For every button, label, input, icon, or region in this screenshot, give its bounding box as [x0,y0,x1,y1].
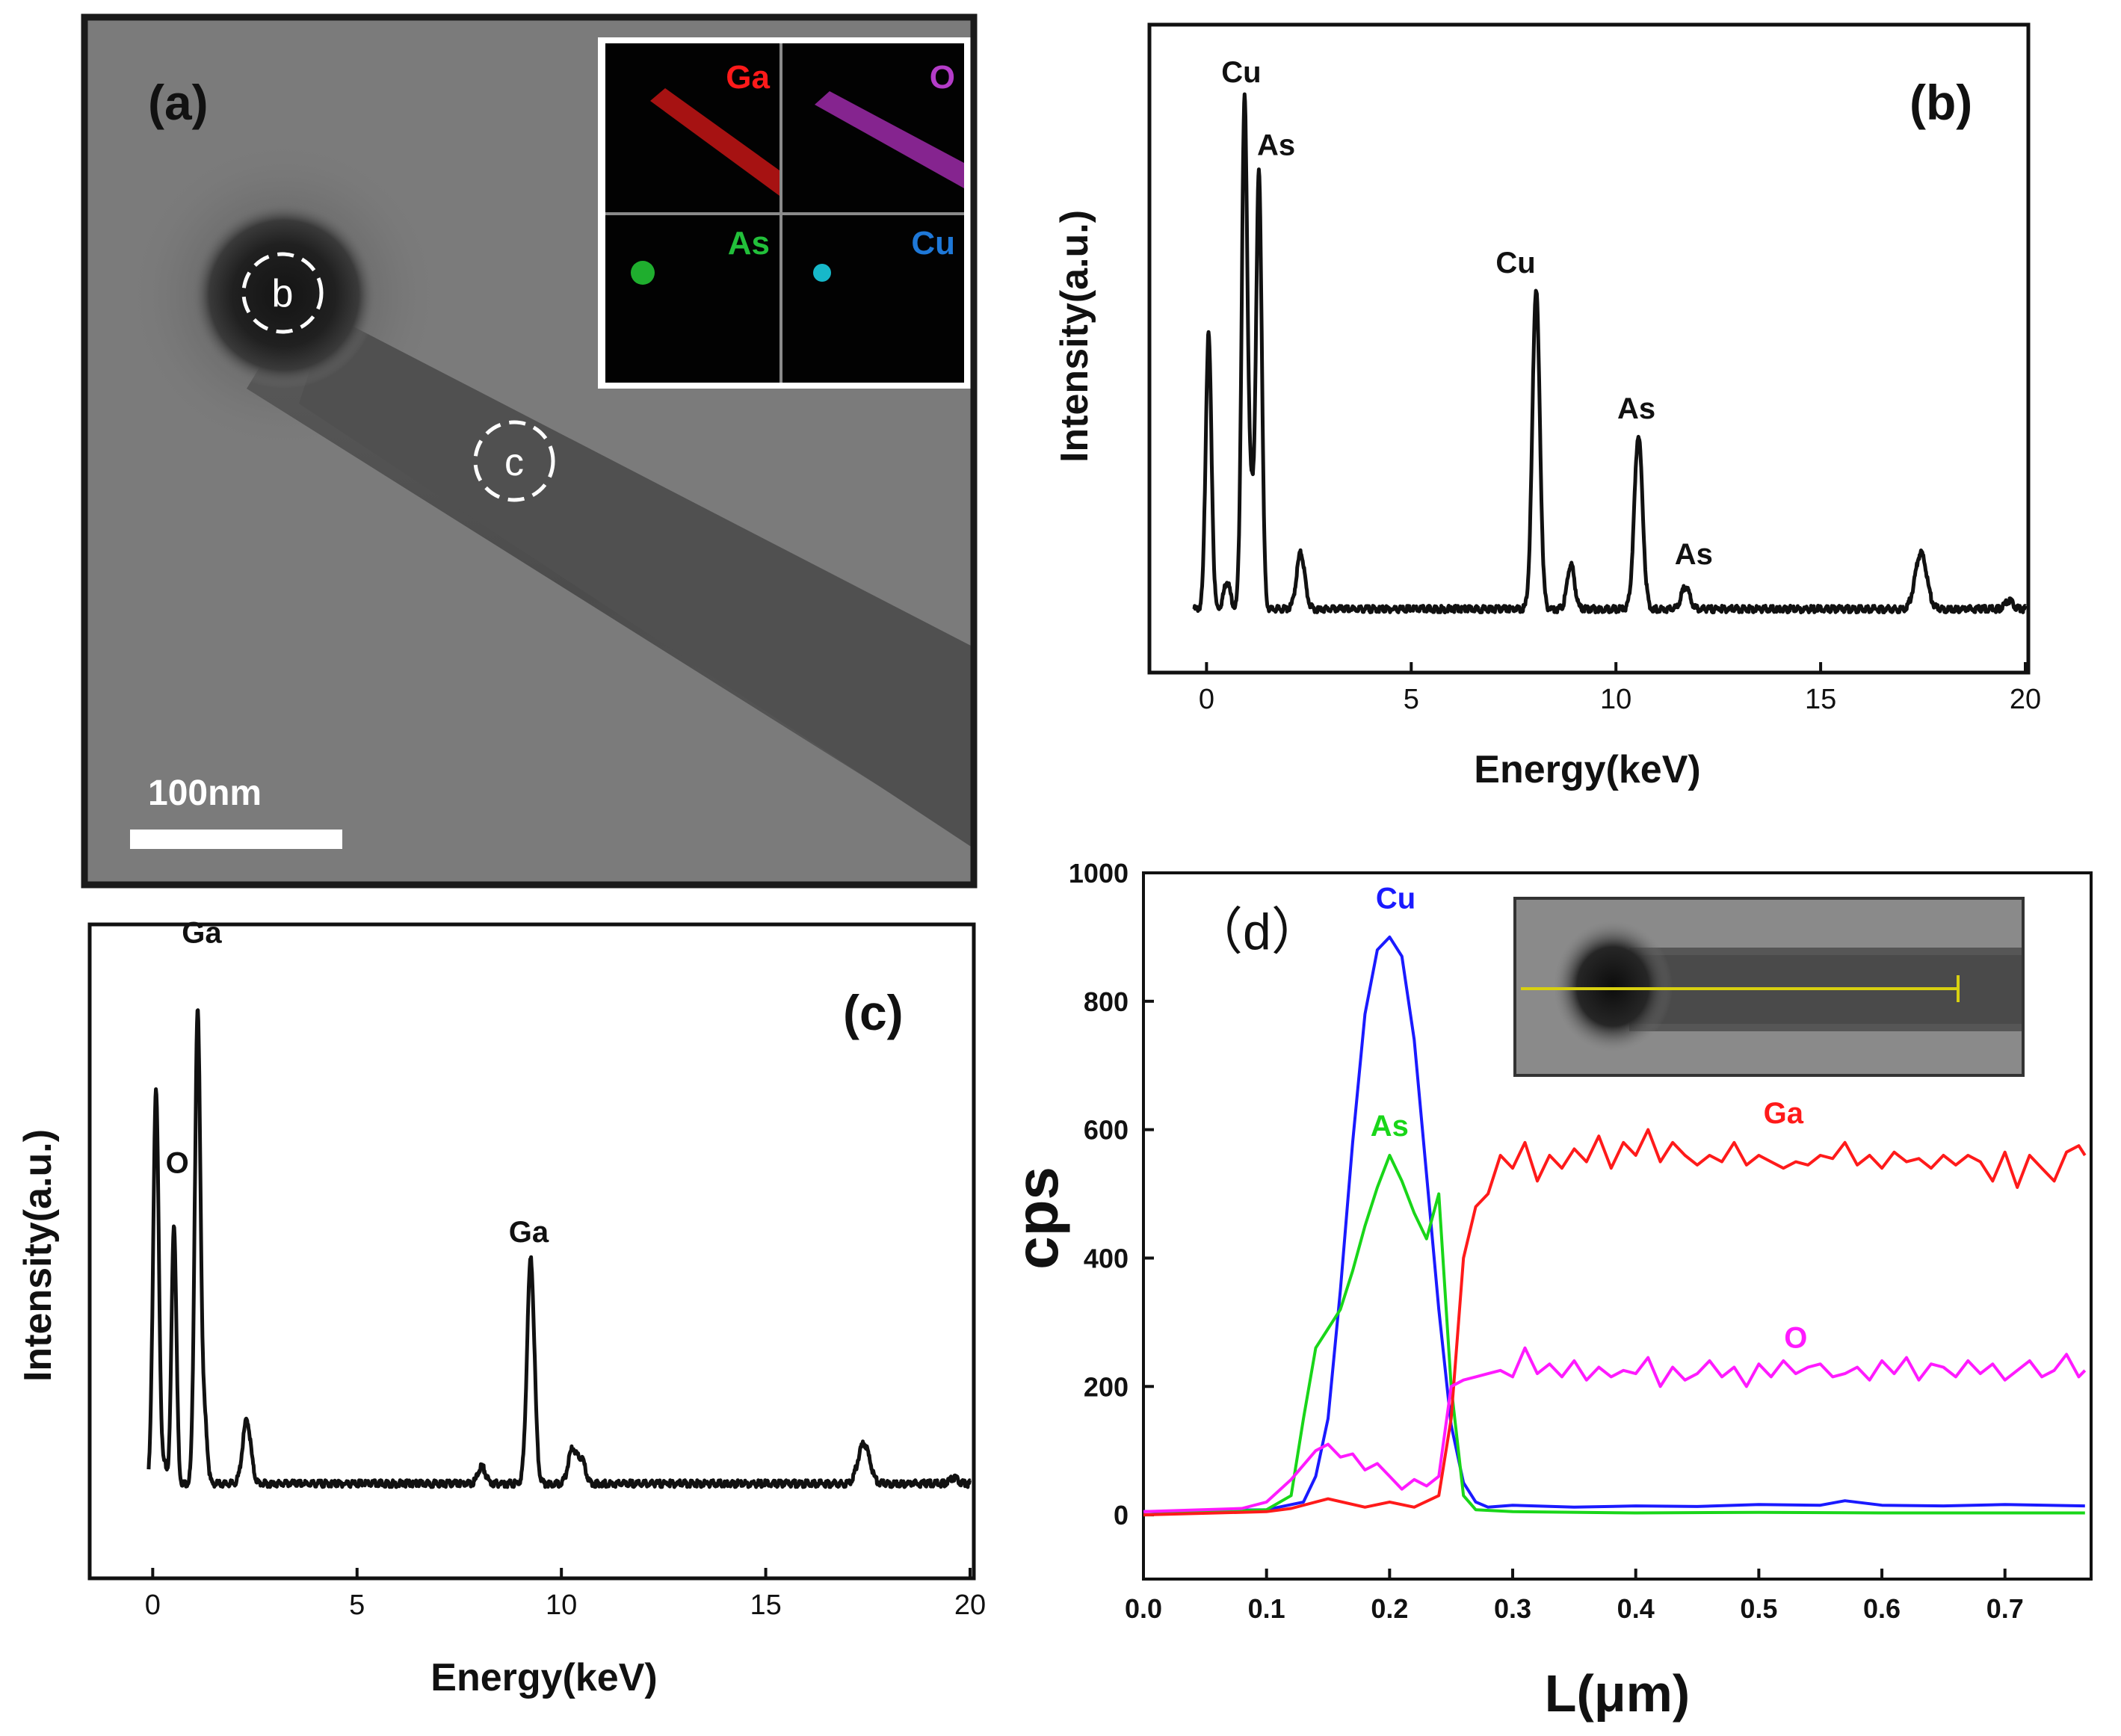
map-label-as: As [728,225,770,262]
map-label-ga: Ga [726,59,770,96]
linescan-inset [1513,897,2025,1077]
x-tick-label: 5 [1404,684,1419,715]
peak-label: O [166,1147,189,1180]
chart-b-frame [1147,22,2031,675]
nanowire [127,138,974,849]
chart-d-xlabel: L(μm) [1545,1664,1690,1723]
chart-d-panel-label: （d） [1192,903,1322,960]
x-tick-label: 0 [145,1590,161,1621]
series-label: As [1371,1110,1409,1143]
x-tick-label: 0.6 [1863,1593,1901,1624]
chart-c-xlabel: Energy(keV) [430,1656,657,1699]
peak-label: Cu [1221,56,1261,89]
x-tick-label: 0.7 [1986,1593,2024,1624]
series-line-ga [1143,1128,2087,1517]
x-tick-label: 0.3 [1494,1593,1531,1624]
chart-b-xlabel: Energy(keV) [1474,748,1700,791]
as-map-spot [631,261,655,285]
y-tick-label: 200 [1084,1371,1129,1402]
peak-label: As [1617,392,1655,425]
series-line-as [1143,1154,2085,1517]
x-tick-label: 0.4 [1617,1593,1655,1624]
peak-label: Ga [509,1216,549,1249]
peak-label: As [1675,538,1713,571]
x-tick-label: 20 [954,1590,986,1621]
chart-b-ylabel: Intensity(a.u.) [1053,210,1096,463]
chart-d-ylabel: cps [1004,1167,1070,1270]
map-as [605,215,779,383]
chart-b: 0 5 10 15 20 Cu As Cu As As (b) Energy(keV) Inten… [1053,22,2041,791]
panel-a: b c (a) 100nm Ga O As Cu [81,13,978,889]
cu-map-spot [813,264,831,282]
y-tick-label: 400 [1084,1243,1129,1273]
chart-c-marks: 0 5 10 15 20 Ga O Ga [145,917,986,1622]
spectrum-line [1192,92,2027,614]
series-line-o [1143,1346,2087,1513]
map-label-o: O [930,59,955,96]
y-tick-label: 1000 [1069,858,1129,889]
chart-c-ylabel: Intensity(a.u.) [16,1129,60,1382]
chart-b-panel-label: (b) [1909,75,1972,130]
chart-b-marks: 0 5 10 15 20 Cu As Cu As As [1192,56,2041,715]
series-label: O [1784,1322,1807,1355]
chart-d-marks: 0.0 0.1 0.2 0.3 0.4 0.5 0.6 0.7 0 200 400 600 800 100… [1069,858,2087,1624]
x-tick-label: 10 [1600,684,1631,715]
ga-map-rod [650,88,779,196]
x-tick-label: 0.5 [1740,1593,1777,1624]
y-tick-label: 600 [1084,1115,1129,1146]
y-tick-label: 800 [1084,986,1129,1017]
x-tick-label: 15 [750,1590,781,1621]
x-tick-label: 5 [349,1590,365,1621]
spot-c-label: c [504,441,524,484]
x-tick-label: 15 [1805,684,1836,715]
panel-a-frame [81,13,978,889]
peak-label: Cu [1495,247,1535,279]
series-label: Cu [1376,882,1415,915]
spot-b-marker [241,252,324,334]
chart-c: 0 5 10 15 20 Ga O Ga (c) Energy(keV) Intensity(… [16,917,986,1700]
x-tick-label: 0.0 [1125,1593,1162,1624]
map-label-cu: Cu [911,225,955,262]
spectrum-line [146,1008,972,1489]
chart-d: 0.0 0.1 0.2 0.3 0.4 0.5 0.6 0.7 0 200 400 600 800 100… [1004,858,2093,1723]
scale-bar-label: 100nm [148,773,262,813]
spot-b-label: b [272,272,294,315]
x-tick-label: 0.1 [1248,1593,1285,1624]
series-label: Ga [1764,1097,1804,1130]
y-tick-label: 0 [1114,1500,1129,1530]
x-tick-label: 10 [546,1590,577,1621]
x-tick-label: 0 [1199,684,1214,715]
scale-bar [130,830,342,849]
o-map-rod [815,91,964,188]
chart-c-panel-label: (c) [843,985,904,1040]
chart-c-frame [87,922,976,1581]
panel-a-label: (a) [148,75,209,130]
x-tick-label: 0.2 [1371,1593,1408,1624]
map-cu [782,215,964,383]
eds-map-inset: Ga O As Cu [598,37,972,389]
x-tick-label: 20 [2010,684,2041,715]
peak-label: Ga [182,917,222,950]
peak-label: As [1257,129,1295,162]
spot-c-marker [473,420,555,502]
